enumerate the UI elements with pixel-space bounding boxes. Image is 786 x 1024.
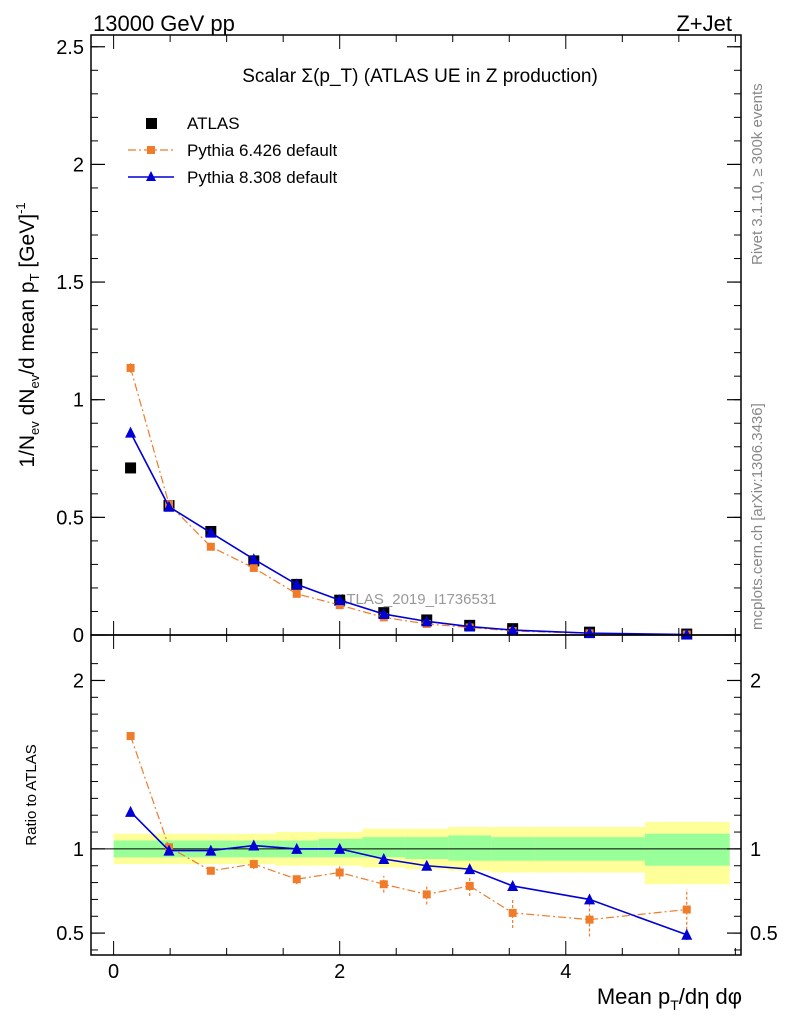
ratio-py8-point	[334, 842, 346, 854]
ratio-py6-point	[126, 732, 135, 741]
ratio-band-green	[362, 837, 406, 858]
ratio-py8-point	[681, 928, 693, 940]
ratio-y-tick-label-right: 0.5	[750, 923, 778, 945]
ratio-py8-point	[507, 879, 519, 891]
x-tick-label: 2	[334, 961, 345, 983]
ratio-py6-point	[379, 880, 388, 889]
ratio-series	[125, 732, 693, 940]
main-y-tick-label: 1	[73, 390, 84, 412]
x-tick-label: 4	[560, 961, 571, 983]
main-y-tick-label: 0	[73, 625, 84, 647]
main-py6-point	[292, 589, 301, 598]
ratio-py8-point	[584, 893, 596, 905]
main-y-tick-label: 1.5	[56, 272, 84, 294]
ratio-py8-point	[291, 842, 303, 854]
ratio-y-tick-label: 1	[73, 839, 84, 861]
plot-title: Scalar Σ(p_T) (ATLAS UE in Z production)	[242, 66, 598, 87]
main-py8-point	[421, 615, 433, 627]
main-y-axis-title: 1/Nev dNev/d mean pT [GeV]-1	[13, 202, 42, 467]
ratio-py6-point	[206, 866, 215, 875]
main-py8-point	[125, 426, 137, 438]
main-atlas-point	[125, 462, 137, 474]
main-py8-point	[163, 500, 175, 512]
main-py8-point	[464, 620, 476, 632]
main-series-line	[129, 367, 687, 636]
x-tick-label: 0	[108, 961, 119, 983]
ratio-y-axis-title: Ratio to ATLAS	[23, 744, 40, 845]
ratio-py6-point	[465, 881, 474, 890]
ratio-axes: 0.5 0.5 1 1 2 2 0 2 4	[56, 635, 778, 983]
rivet-label: Rivet 3.1.10, ≥ 300k events	[749, 83, 766, 265]
legend-py8-marker	[146, 171, 156, 181]
ratio-band-green	[644, 833, 730, 866]
ratio-py8-point	[378, 853, 390, 864]
main-py8-point	[334, 594, 346, 606]
ratio-py6-point	[682, 905, 691, 914]
ratio-py8-point	[464, 863, 476, 875]
main-y-tick-label: 0.5	[56, 507, 84, 529]
ratio-series-line	[129, 735, 687, 921]
ratio-py6-point	[335, 868, 344, 877]
legend-py6-label: Pythia 6.426 default	[187, 141, 338, 160]
plot-title-text: Scalar Σ(p_T) (ATLAS UE in Z production)	[242, 66, 598, 87]
main-py8-point	[205, 526, 217, 538]
x-axis-title: Mean pT/dη dφ	[597, 984, 742, 1013]
main-axes: 0 0.5 1 1.5 2 2.5	[56, 35, 741, 647]
main-py8-point	[378, 608, 390, 620]
ratio-bands	[91, 821, 741, 885]
ratio-py6-point	[585, 915, 594, 924]
main-py8-point	[248, 553, 260, 565]
mcplots-label: mcplots.cern.ch [arXiv:1306.3436]	[749, 403, 766, 630]
ratio-py8-point	[125, 805, 137, 817]
main-py8-point	[507, 624, 519, 636]
ratio-band-green	[405, 837, 449, 859]
ratio-y-tick-label: 0.5	[56, 923, 84, 945]
main-py8-point	[681, 628, 693, 640]
ratio-series-line	[129, 811, 688, 936]
analysis-watermark: ATLAS_2019_I1736531	[337, 591, 496, 608]
ratio-py8-point	[163, 844, 175, 856]
main-series-line	[129, 432, 687, 636]
legend: ATLAS Pythia 6.426 default Pythia 8.308 …	[128, 114, 338, 187]
ratio-py6-point	[292, 875, 301, 884]
ratio-py8-point	[421, 859, 433, 871]
ratio-band-green	[448, 835, 492, 861]
main-py6-point	[249, 563, 258, 572]
ratio-py8-point	[248, 839, 260, 851]
ratio-py6-point	[422, 890, 431, 899]
legend-py6-marker	[147, 146, 155, 154]
ratio-py8-point	[205, 844, 217, 856]
ratio-y-tick-label-right: 2	[750, 670, 761, 692]
main-y-tick-label: 2.5	[56, 37, 84, 59]
energy-label: 13000 GeV pp	[93, 11, 235, 36]
ratio-y-tick-label: 2	[73, 670, 84, 692]
main-y-tick-label: 2	[73, 154, 84, 176]
main-py6-point	[126, 363, 135, 372]
legend-atlas-marker	[146, 118, 157, 129]
main-py6-point	[206, 542, 215, 551]
ratio-panel-frame	[90, 634, 742, 956]
ratio-y-tick-label-right: 1	[750, 839, 761, 861]
main-py8-point	[291, 578, 303, 590]
ratio-py6-point	[508, 908, 517, 917]
process-label: Z+Jet	[676, 11, 732, 36]
legend-py8-label: Pythia 8.308 default	[187, 168, 338, 187]
ratio-py6-point	[249, 860, 258, 869]
legend-atlas-label: ATLAS	[187, 114, 240, 133]
